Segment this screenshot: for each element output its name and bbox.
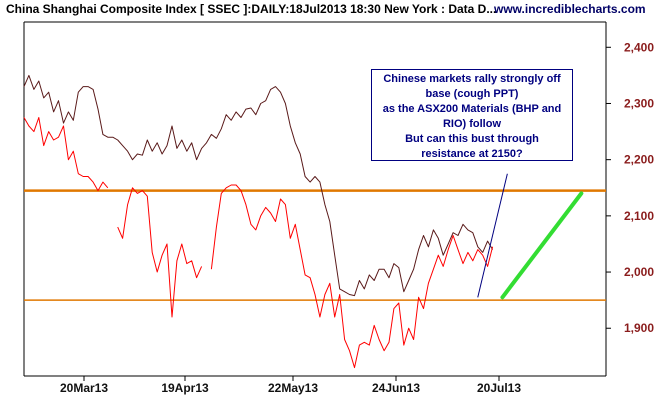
- chart-title: China Shanghai Composite Index [ SSEC ]:…: [6, 2, 497, 16]
- y-tick-label: 2,400: [624, 40, 654, 54]
- asx200_materials-series-line: [23, 117, 494, 369]
- x-tick-label: 20Mar13: [60, 381, 108, 395]
- annotation-line: RIO) follow: [442, 118, 502, 130]
- trend-line: [500, 191, 584, 300]
- ssec-series-line: [23, 74, 494, 297]
- annotation-line: resistance at 2150?: [421, 148, 523, 160]
- x-tick-label: 24Jun13: [372, 381, 420, 395]
- annotation-line: as the ASX200 Materials (BHP and: [382, 103, 562, 115]
- x-tick-label: 20Jul13: [477, 381, 521, 395]
- plot-area: [23, 21, 607, 377]
- y-tick-label: 2,200: [624, 153, 654, 167]
- annotation-pointer: [477, 173, 508, 298]
- x-tick-label: 22May13: [268, 381, 318, 395]
- x-tick-label: 19Apr13: [161, 381, 209, 395]
- y-tick-label: 2,300: [624, 96, 654, 110]
- annotation-line: base (cough PPT): [425, 88, 519, 100]
- x-axis: 20Mar13 19Apr13 22May13 24Jun13 20Jul13: [60, 376, 521, 395]
- site-url: www.incrediblecharts.com: [494, 2, 646, 16]
- y-axis: 1,900 2,000 2,100 2,200 2,300 2,400: [606, 40, 654, 335]
- annotation-box: Chinese markets rally strongly off base …: [371, 69, 573, 161]
- y-tick-label: 2,000: [624, 265, 654, 279]
- y-tick-label: 1,900: [624, 321, 654, 335]
- y-tick-label: 2,100: [624, 209, 654, 223]
- annotation-line: Chinese markets rally strongly off: [383, 73, 561, 85]
- annotation-line: But can this bust through: [405, 133, 539, 145]
